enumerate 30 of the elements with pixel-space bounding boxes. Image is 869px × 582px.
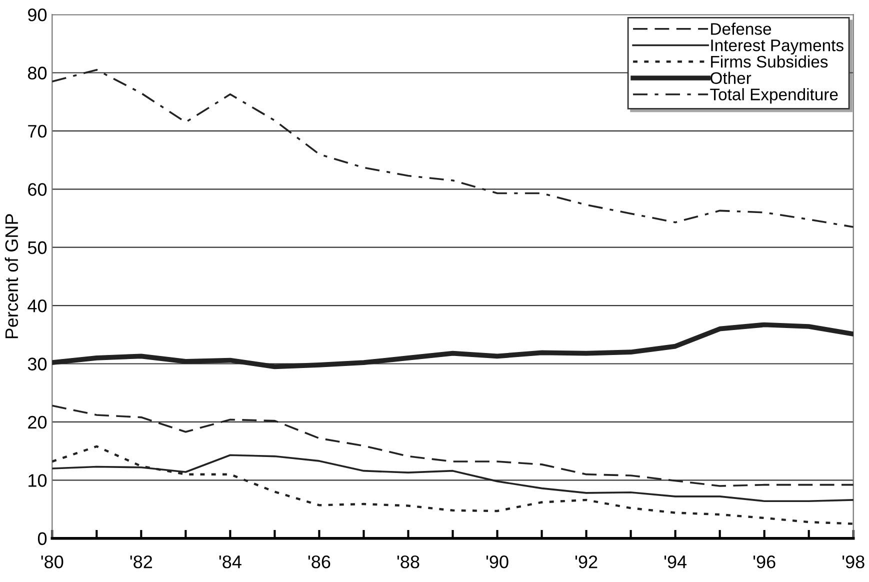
- x-tick-label: '92: [575, 555, 598, 568]
- y-tick-label: 60: [28, 183, 47, 196]
- legend-label: Interest Payments: [711, 40, 844, 55]
- y-axis-title: Percent of GNP: [4, 214, 18, 338]
- x-tick-label: '90: [486, 555, 508, 568]
- y-tick-label: 30: [28, 358, 47, 370]
- y-tick-label: 80: [28, 66, 47, 80]
- line-series: [52, 404, 854, 487]
- x-tick-label: '98: [842, 555, 864, 568]
- legend-label: Total Expenditure: [710, 88, 838, 104]
- y-tick-label: 20: [28, 416, 47, 429]
- x-tick-label: '80: [41, 555, 64, 568]
- x-tick-label: '88: [397, 555, 420, 568]
- y-tick-label: 40: [28, 299, 47, 312]
- y-tick-label: 50: [28, 241, 47, 254]
- legend-label: Defense: [711, 22, 772, 35]
- line-series: [52, 322, 854, 370]
- x-tick-label: '86: [308, 555, 330, 568]
- legend-label: Other: [710, 72, 752, 84]
- y-tick-label: 0: [38, 532, 47, 546]
- line-series: [52, 68, 854, 228]
- y-tick-label: 70: [28, 124, 47, 138]
- x-tick-label: '96: [753, 555, 776, 568]
- x-tick-label: '94: [664, 555, 687, 568]
- x-tick-label: '84: [219, 555, 242, 568]
- legend-label: Firms Subsidies: [711, 55, 828, 68]
- y-tick-label: 90: [28, 8, 47, 22]
- line-series: [52, 445, 854, 525]
- y-tick-label: 10: [28, 474, 47, 487]
- x-tick-label: '82: [130, 555, 152, 568]
